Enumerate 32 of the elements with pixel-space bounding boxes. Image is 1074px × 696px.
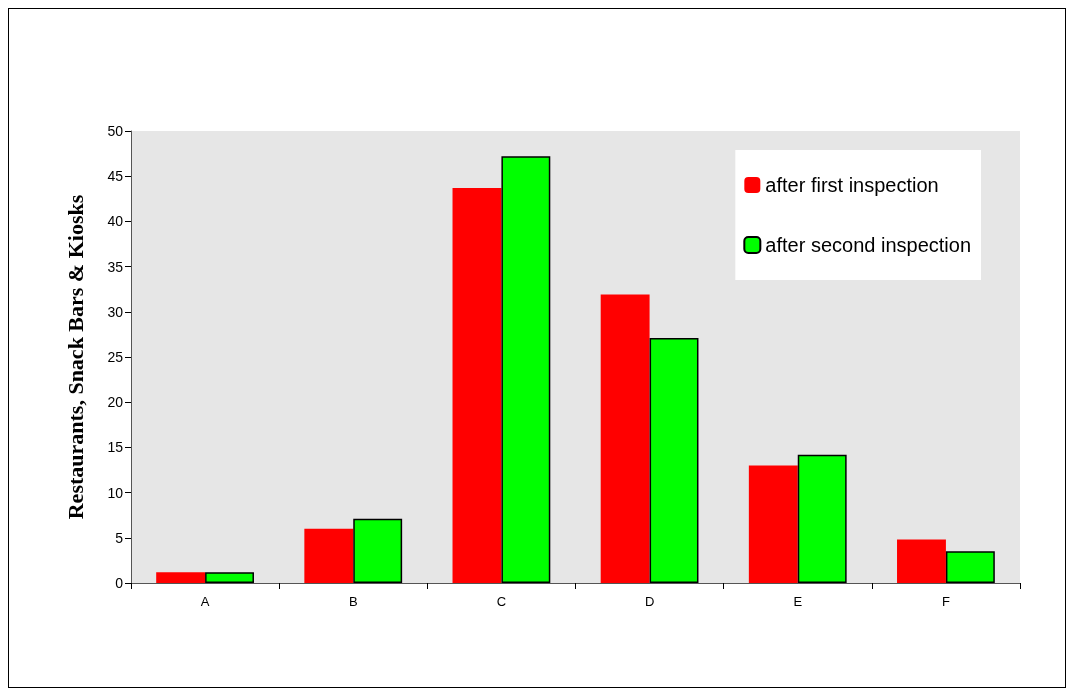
legend-label: after second inspection (765, 234, 971, 256)
legend-label: after first inspection (765, 174, 939, 196)
y-tick-label: 25 (107, 349, 124, 365)
bar (945, 551, 995, 583)
bar (452, 187, 502, 583)
x-tick-label: B (348, 594, 358, 609)
bar (353, 518, 403, 583)
y-tick-label: 20 (107, 394, 124, 411)
bar (748, 465, 798, 583)
bar (156, 572, 206, 583)
y-tick-label: 45 (107, 168, 124, 185)
y-tick-label: 0 (115, 575, 124, 591)
x-tick-label: C (496, 594, 507, 609)
x-tick-label: A (200, 594, 210, 609)
bar (600, 294, 650, 583)
y-tick-label: 35 (107, 258, 124, 275)
bar (205, 572, 254, 583)
y-axis-title: Restaurants, Snack Bars & Kiosks (62, 194, 88, 520)
y-tick-label: 50 (107, 123, 124, 139)
x-tick-label: E (793, 594, 803, 609)
bar (897, 539, 946, 583)
y-tick-label: 15 (107, 439, 124, 456)
bar (501, 156, 551, 583)
bar (304, 528, 354, 583)
y-tick-label: 10 (107, 484, 124, 501)
y-tick-label: 40 (107, 213, 124, 230)
bar (797, 454, 847, 583)
x-tick-label: D (644, 594, 655, 609)
x-tick-label: F (941, 594, 950, 609)
bar (649, 338, 699, 583)
y-tick-label: 5 (115, 529, 124, 546)
y-tick-label: 30 (107, 303, 124, 320)
